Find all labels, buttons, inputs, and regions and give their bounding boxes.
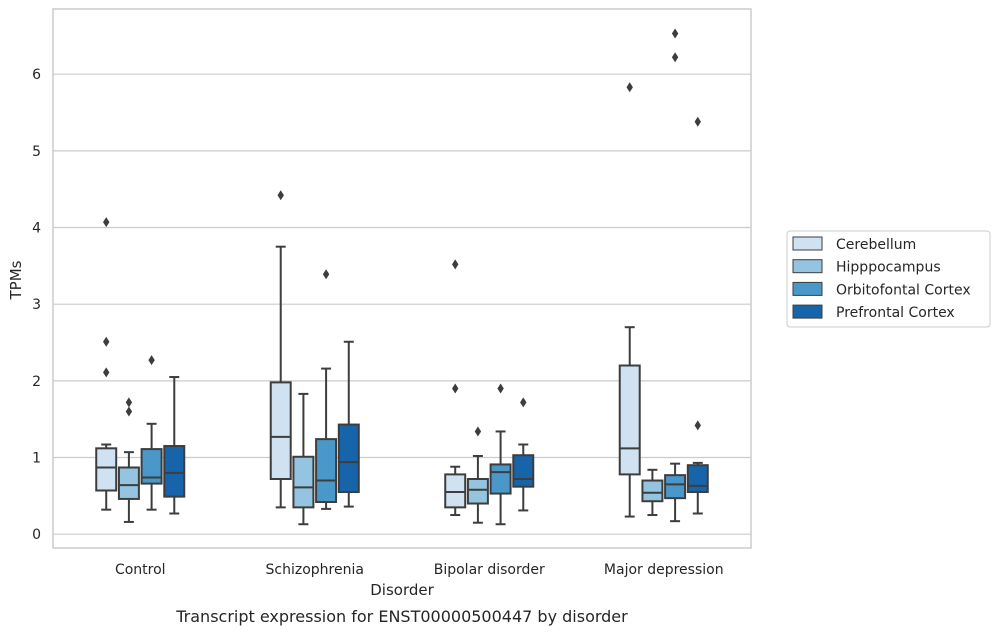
outlier-point	[520, 397, 527, 408]
outlier-point	[277, 190, 284, 201]
tick-labels: 0 1 2 3 4 5 6 Control Schizophrenia Bipolar disor…	[32, 67, 724, 578]
legend-swatch	[792, 236, 823, 251]
box-iqr	[444, 473, 467, 509]
box-iqr	[686, 464, 709, 494]
box-iqr	[512, 454, 535, 488]
box-hipppocampus-1	[292, 392, 315, 526]
x-tick-label: Schizophrenia	[266, 562, 364, 578]
box-iqr	[95, 447, 118, 492]
outlier-point	[103, 217, 110, 228]
box-prefrontal-cortex-2	[512, 397, 535, 512]
outlier-point	[103, 336, 110, 347]
box-iqr	[163, 445, 186, 498]
y-tick-label: 3	[32, 297, 41, 313]
box-cerebellum-1	[269, 190, 292, 509]
y-tick-label: 6	[32, 67, 41, 83]
legend-swatch	[792, 259, 823, 274]
boxes-layer	[95, 28, 709, 526]
box-orbitofontal-cortex-3	[664, 28, 687, 523]
outlier-point	[322, 269, 330, 280]
x-tick-label: Major depression	[604, 562, 724, 578]
box-iqr	[489, 463, 512, 495]
plot-border	[52, 8, 752, 549]
legend-frame	[786, 230, 991, 328]
box-iqr	[292, 455, 315, 509]
y-axis-title: TPMs	[7, 260, 25, 300]
outlier-point	[694, 116, 701, 127]
outlier-point	[125, 406, 133, 417]
box-cerebellum-3	[618, 82, 641, 518]
y-tick-label: 1	[32, 451, 41, 467]
box-iqr	[466, 477, 489, 505]
y-tick-label: 5	[32, 144, 41, 160]
box-iqr	[117, 466, 140, 500]
legend-label: Cerebellum	[836, 237, 916, 253]
box-iqr	[269, 381, 292, 480]
x-tick-label: Control	[115, 562, 166, 578]
box-iqr	[337, 423, 360, 494]
box-orbitofontal-cortex-0	[140, 355, 163, 511]
outlier-point	[125, 397, 133, 408]
box-iqr	[315, 438, 338, 503]
box-hipppocampus-3	[641, 468, 664, 517]
legend-label: Orbitofontal Cortex	[836, 282, 971, 298]
y-tick-label: 0	[32, 527, 41, 543]
box-iqr	[641, 479, 664, 503]
outlier-point	[694, 420, 701, 431]
x-tick-label: Bipolar disorder	[434, 562, 545, 578]
box-prefrontal-cortex-0	[163, 376, 186, 515]
box-iqr	[618, 364, 641, 476]
outlier-point	[452, 383, 459, 394]
box-hipppocampus-2	[466, 426, 489, 524]
y-tick-label: 2	[32, 374, 41, 390]
y-tick-label: 4	[32, 221, 41, 237]
box-iqr	[140, 448, 163, 485]
outlier-point	[626, 82, 633, 93]
outlier-point	[474, 426, 482, 437]
outlier-point	[452, 259, 459, 270]
outlier-point	[671, 52, 679, 63]
legend-items: Cerebellum Hipppocampus Orbitofontal Corte…	[792, 236, 971, 321]
box-orbitofontal-cortex-2	[489, 383, 512, 526]
box-cerebellum-0	[95, 217, 118, 511]
chart-caption: Transcript expression for ENST0000050044…	[175, 607, 628, 626]
legend-label: Hipppocampus	[836, 260, 941, 276]
box-prefrontal-cortex-1	[337, 340, 360, 508]
box-prefrontal-cortex-3	[686, 116, 709, 515]
box-cerebellum-2	[444, 259, 467, 517]
legend-swatch	[792, 281, 823, 296]
legend-swatch	[792, 304, 823, 319]
box-hipppocampus-0	[117, 397, 140, 523]
legend: Cerebellum Hipppocampus Orbitofontal Corte…	[786, 230, 991, 328]
outlier-point	[103, 367, 110, 378]
outlier-point	[671, 28, 679, 39]
legend-label: Prefrontal Cortex	[836, 305, 955, 321]
outlier-point	[497, 383, 504, 394]
outlier-point	[148, 355, 155, 366]
x-axis-title: Disorder	[370, 581, 434, 599]
plot-frame	[52, 8, 752, 549]
box-iqr	[664, 474, 687, 500]
box-orbitofontal-cortex-1	[315, 269, 338, 510]
